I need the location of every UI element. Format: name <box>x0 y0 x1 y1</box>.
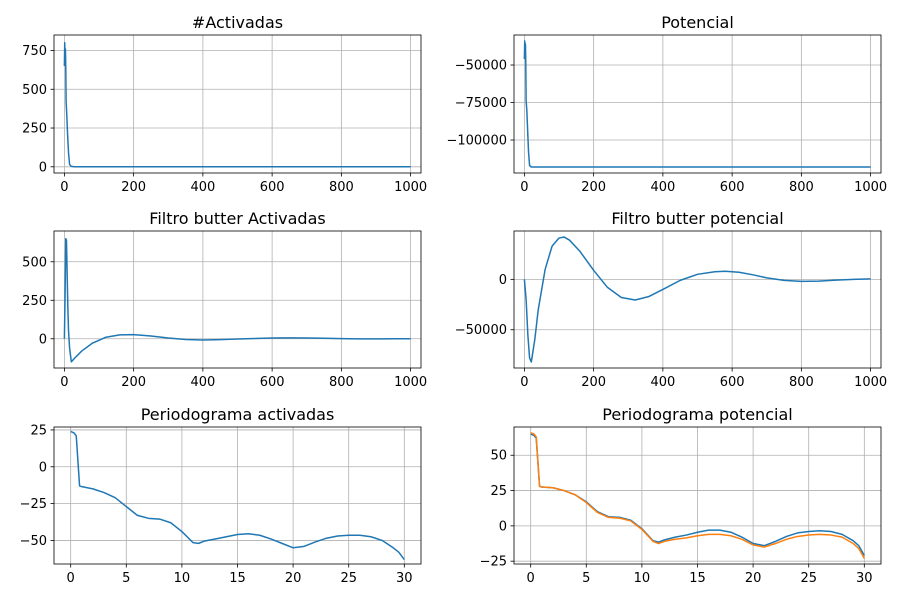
x-tick-label: 1000 <box>394 375 427 390</box>
x-tick-label: 25 <box>800 571 817 586</box>
x-tick-label: 800 <box>329 375 354 390</box>
x-tick-label: 5 <box>582 571 590 586</box>
x-tick-label: 200 <box>121 180 146 195</box>
series-line-1 <box>63 42 411 168</box>
x-tick-label: 800 <box>329 180 354 195</box>
y-tick-label: 250 <box>22 294 47 309</box>
y-tick-label: 750 <box>22 44 47 59</box>
x-tick-label: 15 <box>229 571 246 586</box>
subplot-4: 0 200 400 600 800 1000 −50000 0 Filtro butter po… <box>455 209 887 390</box>
x-tick-label: 400 <box>650 180 675 195</box>
x-tick-label: 0 <box>520 180 528 195</box>
subplot-6: 0 5 10 15 20 25 30 −25 0 25 50 Periodograma potenci… <box>480 405 882 586</box>
y-tick-label: −50000 <box>455 59 507 74</box>
x-tick-label: 0 <box>527 571 535 586</box>
subplot-5: 0 5 10 15 20 25 30 −50 −25 0 25 Periodograma activa… <box>20 405 422 586</box>
y-tick-label: 250 <box>22 122 47 137</box>
axes-frame <box>513 34 882 174</box>
x-tick-label: 200 <box>121 375 146 390</box>
y-tick-label: −25 <box>480 555 507 570</box>
x-tick-label: 200 <box>581 180 606 195</box>
axes-frame <box>53 34 422 174</box>
x-tick-label: 400 <box>650 375 675 390</box>
x-tick-label: 1000 <box>394 180 427 195</box>
x-tick-label: 15 <box>689 571 706 586</box>
y-tick-label: 500 <box>22 83 47 98</box>
y-tick-label: 0 <box>39 332 47 347</box>
x-tick-label: 0 <box>520 375 528 390</box>
subplot-title: #Activadas <box>192 13 283 32</box>
x-tick-label: 10 <box>174 571 191 586</box>
y-tick-label: 25 <box>490 484 507 499</box>
x-tick-label: 0 <box>60 375 68 390</box>
x-tick-label: 200 <box>581 375 606 390</box>
y-tick-label: 50 <box>490 449 507 464</box>
x-tick-label: 0 <box>60 180 68 195</box>
y-tick-label: −75000 <box>455 96 507 111</box>
x-tick-label: 30 <box>396 571 413 586</box>
y-tick-label: −50 <box>20 534 47 549</box>
subplot-1: 0 200 400 600 800 1000 0 250 500 750 #Activadas <box>22 13 427 195</box>
y-tick-label: 0 <box>39 460 47 475</box>
axes-frame <box>513 230 882 369</box>
y-tick-label: −100000 <box>446 134 507 149</box>
series-line-2 <box>530 431 865 559</box>
y-tick-label: 0 <box>39 160 47 175</box>
subplot-title: Potencial <box>661 13 734 32</box>
y-tick-label: 25 <box>30 423 47 438</box>
subplot-title: Periodograma activadas <box>141 405 335 424</box>
y-tick-label: 500 <box>22 255 47 270</box>
series-line-1 <box>70 430 405 561</box>
x-tick-label: 600 <box>720 180 745 195</box>
subplot-title: Filtro butter Activadas <box>149 209 325 228</box>
x-tick-label: 10 <box>634 571 651 586</box>
x-tick-label: 800 <box>789 375 814 390</box>
series-line-1 <box>63 237 411 363</box>
y-tick-label: 0 <box>499 273 507 288</box>
x-tick-label: 600 <box>260 375 285 390</box>
axes-frame <box>53 230 422 369</box>
x-tick-label: 20 <box>745 571 762 586</box>
subplot-2: 0 200 400 600 800 1000 −100000 −75000 −50000 Pote… <box>446 13 887 195</box>
x-tick-label: 1000 <box>854 375 887 390</box>
x-tick-label: 1000 <box>854 180 887 195</box>
subplot-3: 0 200 400 600 800 1000 0 250 500 Filtro butter Ac… <box>22 209 427 390</box>
x-tick-label: 800 <box>789 180 814 195</box>
subplot-title: Periodograma potencial <box>602 405 792 424</box>
subplot-title: Filtro butter potencial <box>611 209 783 228</box>
y-tick-label: −50000 <box>455 323 507 338</box>
x-tick-label: 30 <box>856 571 873 586</box>
y-tick-label: −25 <box>20 497 47 512</box>
x-tick-label: 20 <box>285 571 302 586</box>
x-tick-label: 5 <box>122 571 130 586</box>
series-line-1 <box>523 236 871 363</box>
x-tick-label: 0 <box>67 571 75 586</box>
x-tick-label: 400 <box>190 375 215 390</box>
series-line-1 <box>523 40 871 168</box>
x-tick-label: 600 <box>260 180 285 195</box>
x-tick-label: 25 <box>340 571 357 586</box>
x-tick-label: 600 <box>720 375 745 390</box>
y-tick-label: 0 <box>499 519 507 534</box>
x-tick-label: 400 <box>190 180 215 195</box>
